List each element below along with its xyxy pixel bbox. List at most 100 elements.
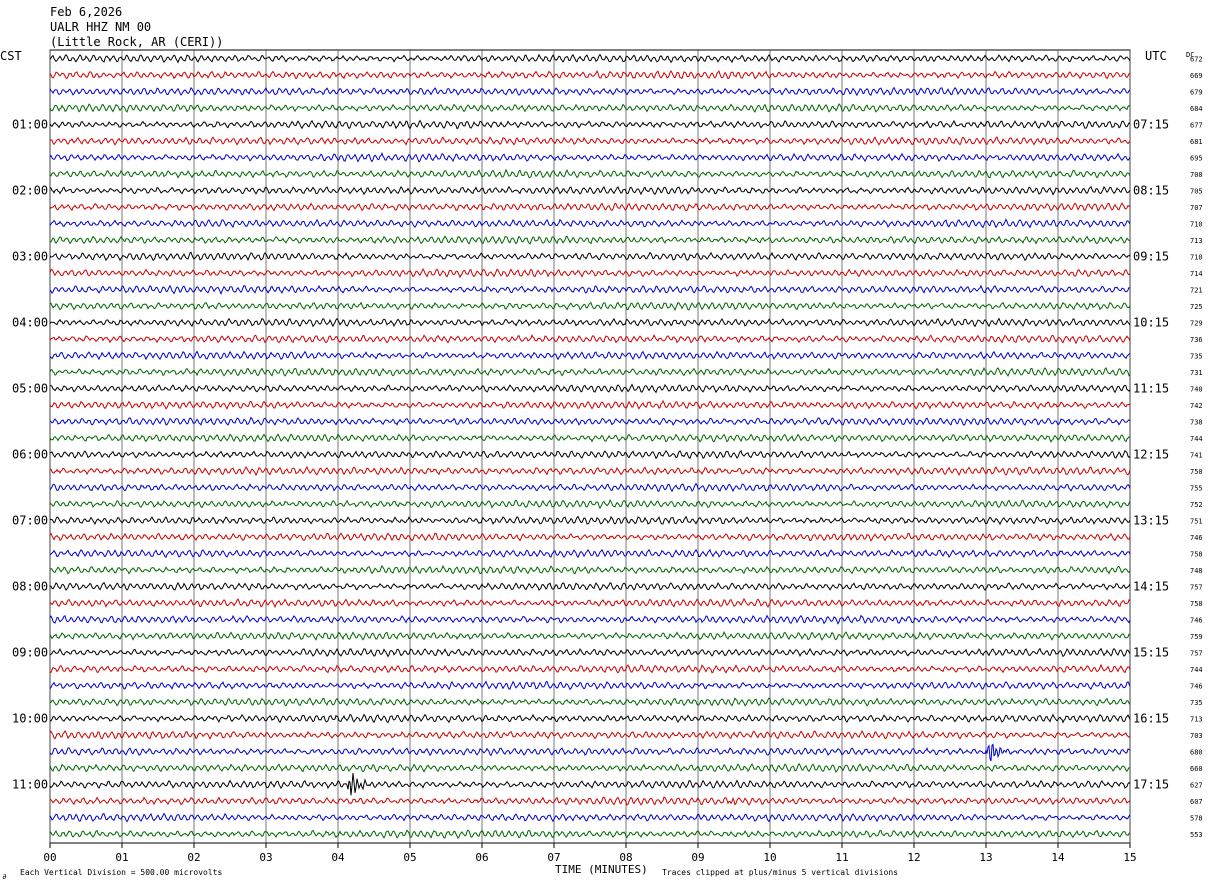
dc-offset-label: 660 [1190,765,1203,773]
dc-offset-label: 746 [1190,617,1203,625]
x-tick-label: 00 [43,851,56,864]
cst-time-label: 04:00 [12,316,48,330]
x-tick-label: 05 [403,851,416,864]
dc-offset-label: 681 [1190,138,1203,146]
trace-line [49,680,1131,691]
trace-line [49,251,1131,262]
dc-offset-label: 759 [1190,633,1203,641]
dc-offset-label: 705 [1190,188,1203,196]
x-tick-label: 13 [979,851,992,864]
dc-offset-label: 714 [1190,270,1203,278]
trace-line [49,812,1131,823]
cst-time-label: 05:00 [12,382,48,396]
dc-offset-label: 669 [1190,72,1203,80]
cst-time-label: 10:00 [12,712,48,726]
utc-time-label: 09:15 [1133,250,1169,264]
dc-offset-label: 703 [1190,732,1203,740]
utc-time-label: 13:15 [1133,514,1169,528]
trace-line [49,399,1131,410]
trace-line [49,729,1131,740]
chart-grid [49,49,1131,844]
dc-offset-label: 695 [1190,155,1203,163]
trace-line [49,218,1131,229]
dc-offset-label: 741 [1190,452,1203,460]
dc-offset-label: 736 [1190,336,1203,344]
dc-offset-label: 731 [1190,369,1203,377]
dc-offset-label: 607 [1190,798,1203,806]
cst-time-label: 03:00 [12,250,48,264]
trace-line [49,185,1131,196]
trace-line [49,69,1131,80]
trace-line [49,168,1131,179]
cst-time-label: 02:00 [12,184,48,198]
trace-line [49,136,1131,146]
trace-line [49,350,1131,361]
dc-offset-label: 735 [1190,353,1203,361]
trace-line [49,301,1131,312]
x-tick-label: 15 [1123,851,1136,864]
trace-line [49,284,1131,296]
chart-axes: 00 01 02 03 04 05 06 07 08 09 10 11 12 13 14 15 672 669 67… [12,56,1203,865]
dc-offset-label: 744 [1190,435,1203,443]
trace-line [49,499,1131,510]
dc-offset-label: 742 [1190,402,1203,410]
dc-offset-label: 751 [1190,518,1203,526]
dc-offset-label: 627 [1190,782,1203,790]
trace-line [49,202,1131,212]
dc-offset-label: 758 [1190,600,1203,608]
dc-offset-label: 744 [1190,666,1203,674]
dc-offset-label: 710 [1190,254,1203,262]
trace-line [49,317,1131,328]
corner-mark: ∂ [2,872,7,881]
trace-line [49,433,1131,443]
utc-time-label: 08:15 [1133,184,1169,198]
dc-offset-label: 746 [1190,683,1203,691]
trace-line [49,449,1131,460]
utc-time-label: 16:15 [1133,712,1169,726]
trace-line [49,86,1131,97]
right-timezone-label: UTC [1145,49,1167,63]
dc-offset-label: 578 [1190,815,1203,823]
trace-line [49,564,1131,575]
trace-line [49,713,1131,724]
chart-traces [49,53,1131,839]
trace-line [49,743,1131,762]
trace-line [49,383,1131,394]
trace-line [49,548,1131,559]
trace-line [49,647,1131,658]
trace-line [49,103,1131,113]
dc-offset-label: 700 [1190,171,1203,179]
utc-time-label: 11:15 [1133,382,1169,396]
dc-offset-label: 738 [1190,419,1203,427]
trace-line [49,532,1131,542]
cst-time-label: 07:00 [12,514,48,528]
trace-line [49,773,1131,796]
utc-time-label: 10:15 [1133,316,1169,330]
dc-offset-label: 553 [1190,831,1203,839]
dc-offset-label: 752 [1190,501,1203,509]
x-tick-label: 11 [835,851,848,864]
dc-label: DC [1186,51,1194,59]
dc-offset-label: 750 [1190,468,1203,476]
cst-time-label: 09:00 [12,646,48,660]
x-tick-label: 02 [187,851,200,864]
dc-offset-label: 684 [1190,105,1203,113]
trace-line [49,697,1131,707]
trace-line [49,151,1131,163]
x-axis-title: TIME (MINUTES) [555,863,648,876]
cst-time-label: 06:00 [12,448,48,462]
x-tick-label: 01 [115,851,128,864]
dc-offset-label: 679 [1190,89,1203,97]
x-tick-label: 08 [619,851,632,864]
dc-offset-label: 713 [1190,237,1203,245]
left-timezone-label: CST [0,49,22,63]
trace-line [49,119,1131,130]
x-tick-label: 06 [475,851,488,864]
cst-time-label: 11:00 [12,778,48,792]
cst-time-label: 08:00 [12,580,48,594]
dc-offset-label: 757 [1190,584,1203,592]
x-tick-label: 07 [547,851,560,864]
dc-offset-label: 729 [1190,320,1203,328]
x-tick-label: 10 [763,851,776,864]
